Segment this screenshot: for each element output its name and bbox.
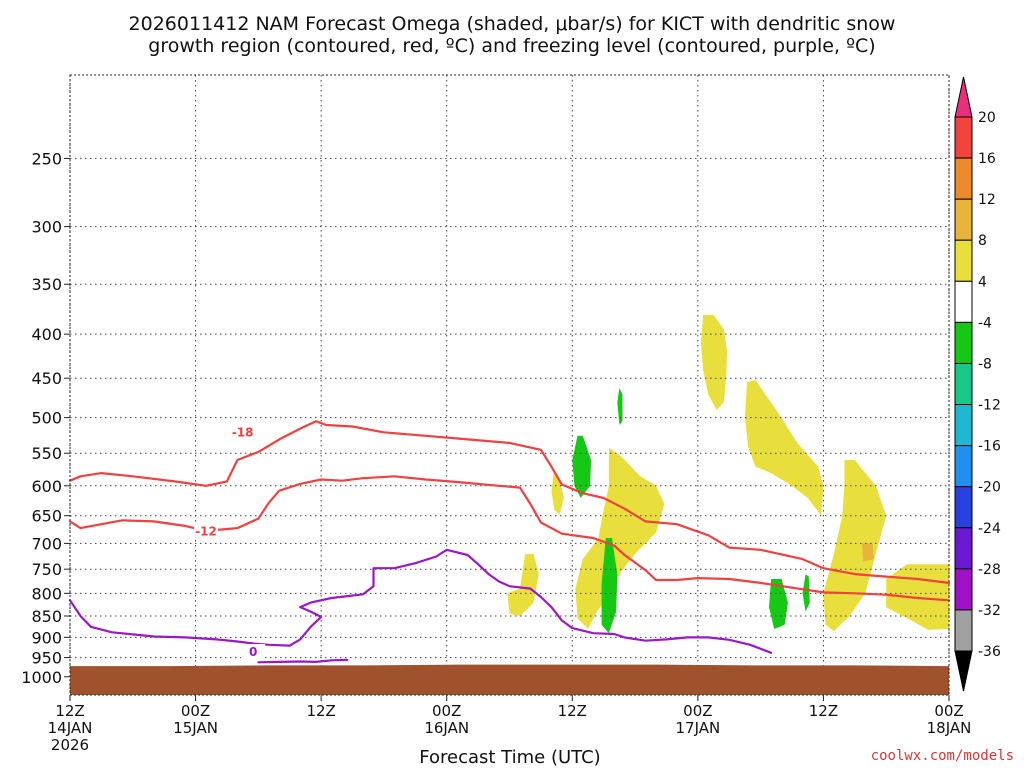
colorbar-segment <box>954 568 973 611</box>
x-tick-label: 00Z <box>934 702 963 720</box>
x-tick-label: 00Z <box>683 702 712 720</box>
contour-label-background <box>194 523 219 539</box>
omega-shaded-area <box>551 473 564 515</box>
colorbar-label: 12 <box>978 192 996 208</box>
y-tick-label: 800 <box>31 584 62 603</box>
colorbar-label: -28 <box>978 562 1001 578</box>
colorbar-label: -32 <box>978 603 1001 619</box>
colorbar-segment <box>954 280 973 323</box>
x-tick-label: 15JAN <box>173 719 218 737</box>
colorbar-label: 8 <box>978 233 987 249</box>
x-tick-label: 00Z <box>432 702 461 720</box>
colorbar-segment <box>954 116 973 159</box>
y-tick-label: 700 <box>31 534 62 553</box>
colorbar-bottom-arrow <box>954 650 973 692</box>
x-tick-label: 12Z <box>558 702 587 720</box>
y-tick-label: 900 <box>31 628 62 647</box>
colorbar-label: -20 <box>978 480 1001 496</box>
omega-shaded-area <box>601 538 618 634</box>
colorbar-label: -4 <box>978 315 992 331</box>
colorbar-label: -12 <box>978 398 1001 414</box>
x-tick-label: 12Z <box>55 702 84 720</box>
y-tick-label: 600 <box>31 477 62 496</box>
x-tick-label: 12Z <box>306 702 335 720</box>
colorbar-label: 20 <box>978 110 996 126</box>
omega-shaded-area <box>575 447 665 629</box>
y-tick-label: 500 <box>31 409 62 428</box>
source-credit: coolwx.com/models <box>871 748 1014 764</box>
colorbar-label: -16 <box>978 439 1001 455</box>
x-axis-label: Forecast Time (UTC) <box>419 747 600 768</box>
colorbar-label: 4 <box>978 274 987 290</box>
colorbar-segment <box>954 609 973 652</box>
colorbar-segment <box>954 239 973 282</box>
contour-label: -18 <box>232 425 254 439</box>
ground-layer <box>70 664 949 695</box>
contour-label-background <box>241 644 266 660</box>
y-tick-label: 400 <box>31 325 62 344</box>
plot-frame <box>69 74 950 696</box>
y-tick-label: 1000 <box>21 668 62 687</box>
contour-label-background <box>230 424 255 440</box>
x-tick-label: 2026 <box>51 736 89 754</box>
colorbar-segment <box>954 445 973 488</box>
x-tick-label: 17JAN <box>675 719 720 737</box>
contour-layer: -18 -12 0 <box>68 420 951 664</box>
contour-line <box>68 420 951 585</box>
x-tick-label: 18JAN <box>927 719 972 737</box>
contour-label: -12 <box>195 524 217 538</box>
omega-shaded-area <box>823 460 887 632</box>
pressure-axis: 250 300 350 400 450 500 550 600 650 700 750 800 850 9… <box>21 149 70 687</box>
chart-title-line-1: 2026011412 NAM Forecast Omega (shaded, μ… <box>129 13 896 35</box>
x-tick-label: 16JAN <box>424 719 469 737</box>
x-tick-label: 00Z <box>181 702 210 720</box>
colorbar-top-arrow <box>954 76 973 118</box>
y-tick-label: 850 <box>31 607 62 626</box>
colorbar-segment <box>954 527 973 570</box>
colorbar: 20 16 12 8 4 -4 -8 -12 -16 -20 -24 -28 -32 -36 <box>954 76 1001 692</box>
contour-line <box>68 548 773 654</box>
omega-shaded-area <box>744 379 824 516</box>
omega-shaded-area <box>701 315 728 410</box>
colorbar-label: -24 <box>978 521 1001 537</box>
colorbar-label: 16 <box>978 151 996 167</box>
plot-background <box>70 75 949 695</box>
colorbar-segment <box>954 157 973 200</box>
y-tick-label: 450 <box>31 369 62 388</box>
x-tick-label: 12Z <box>809 702 838 720</box>
y-tick-label: 550 <box>31 444 62 463</box>
y-tick-label: 300 <box>31 218 62 237</box>
colorbar-segment <box>954 321 973 364</box>
omega-shaded-area <box>769 579 788 629</box>
colorbar-label: -8 <box>978 356 992 372</box>
chart-title-line-2: growth region (contoured, red, ºC) and f… <box>148 35 875 57</box>
omega-shaded-area <box>572 435 592 498</box>
colorbar-segment <box>954 404 973 447</box>
colorbar-label: -36 <box>978 644 1001 660</box>
y-tick-label: 750 <box>31 560 62 579</box>
omega-shaded-area <box>862 543 874 562</box>
y-tick-label: 950 <box>31 649 62 668</box>
contour-line <box>257 658 349 664</box>
colorbar-segment <box>954 198 973 241</box>
x-tick-label: 14JAN <box>48 719 93 737</box>
y-tick-label: 650 <box>31 507 62 526</box>
y-tick-label: 250 <box>31 149 62 168</box>
contour-label: 0 <box>249 645 257 659</box>
colorbar-segment <box>954 486 973 529</box>
ground-surface <box>70 664 949 695</box>
y-tick-label: 350 <box>31 275 62 294</box>
omega-shaded-area <box>617 388 623 425</box>
colorbar-segment <box>954 362 973 406</box>
